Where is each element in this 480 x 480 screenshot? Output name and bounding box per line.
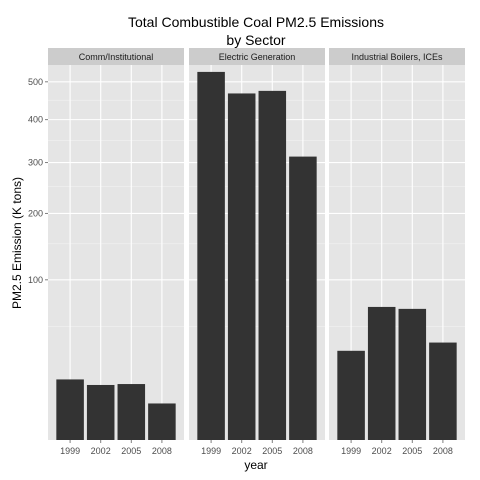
x-tick-label: 2008 (152, 446, 172, 456)
x-tick-label: 2002 (91, 446, 111, 456)
facet-strip (329, 48, 465, 65)
x-tick-label: 1999 (341, 446, 361, 456)
bar (197, 71, 225, 440)
facet-strip-label: Comm/Institutional (79, 52, 154, 62)
x-tick-label: 2002 (372, 446, 392, 456)
y-axis: 100 200 300 400 500 (28, 77, 48, 285)
x-tick-label: 2005 (402, 446, 422, 456)
facet-strip-label: Industrial Boilers, ICEs (351, 52, 443, 62)
x-tick-label: 2005 (262, 446, 282, 456)
bar (398, 308, 427, 440)
bar (289, 156, 317, 440)
y-tick-label: 500 (28, 77, 43, 87)
bar (148, 403, 176, 440)
x-tick-label: 1999 (60, 446, 80, 456)
y-axis-title: PM2.5 Emission (K tons) (10, 177, 24, 309)
bar (429, 342, 457, 440)
y-tick-label: 400 (28, 115, 43, 125)
x-tick-label: 1999 (201, 446, 221, 456)
facet-strip-label: Electric Generation (219, 52, 296, 62)
y-tick-label: 100 (28, 275, 43, 285)
facet-panel: Industrial Boilers, ICEs 1999 2002 2005 2008 (329, 48, 465, 456)
y-tick-label: 300 (28, 158, 43, 168)
bar (258, 90, 287, 440)
x-axis-title: year (244, 458, 267, 472)
panel-background (48, 65, 184, 440)
x-tick-label: 2008 (293, 446, 313, 456)
facet-panel: Comm/Institutional 1999 2002 2005 2008 (48, 48, 184, 456)
x-tick-label: 2002 (232, 446, 252, 456)
bar (117, 384, 146, 440)
x-tick-label: 2008 (433, 446, 453, 456)
bar (227, 93, 256, 440)
facet-strip (189, 48, 325, 65)
x-tick-label: 2005 (121, 446, 141, 456)
facet-strip (48, 48, 184, 65)
bar (337, 350, 365, 440)
chart-subtitle: by Sector (226, 32, 285, 48)
bar (367, 306, 396, 440)
y-tick-label: 200 (28, 208, 43, 218)
bar (56, 379, 84, 440)
chart-title: Total Combustible Coal PM2.5 Emissions (128, 14, 384, 30)
facet-panel: Electric Generation 1999 2002 2005 2008 (189, 48, 325, 456)
bar (86, 384, 115, 440)
